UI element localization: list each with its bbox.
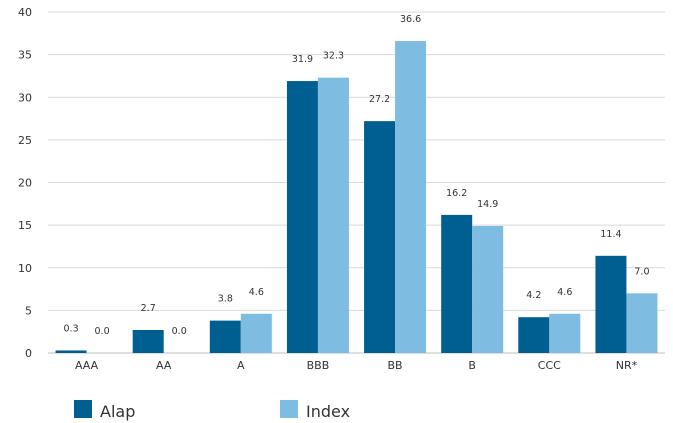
x-tick-label: AA (156, 359, 172, 372)
x-tick-label: B (468, 359, 476, 372)
data-label: 11.4 (600, 229, 621, 240)
data-label: 14.9 (477, 199, 498, 210)
data-label: 31.9 (292, 54, 313, 65)
y-tick-label: 25 (18, 134, 32, 147)
data-label: 16.2 (446, 188, 467, 199)
legend: Alap Index (74, 400, 350, 421)
y-tick-label: 10 (18, 262, 32, 275)
x-tick-label: BBB (307, 359, 330, 372)
data-label: 27.2 (369, 94, 390, 105)
bar-index-a (240, 313, 272, 353)
x-tick-label: AAA (75, 359, 99, 372)
y-tick-label: 40 (18, 6, 32, 19)
x-tick-label: CCC (538, 359, 561, 372)
data-label: 4.6 (557, 287, 572, 298)
x-tick-label: BB (388, 359, 403, 372)
bars (55, 40, 658, 354)
bar-alap-ccc (518, 317, 550, 353)
y-tick-label: 0 (25, 347, 32, 360)
y-tick-label: 5 (25, 304, 32, 317)
y-tick-label: 15 (18, 219, 32, 232)
gridlines (48, 11, 665, 354)
data-label: 4.2 (526, 290, 541, 301)
bar-index-ccc (549, 313, 581, 353)
bar-alap-bbb (286, 81, 318, 354)
data-label: 7.0 (634, 266, 649, 277)
bar-alap-b (441, 214, 473, 353)
bar-alap-nr (595, 255, 627, 353)
data-label: 36.6 (400, 14, 421, 25)
data-label: 0.3 (64, 323, 79, 334)
x-tick-label: A (237, 359, 245, 372)
data-label: 0.0 (95, 326, 110, 337)
legend-swatch-alap (74, 400, 92, 418)
x-tick-label: NR* (616, 359, 638, 372)
data-label: 4.6 (249, 287, 264, 298)
bar-index-bb (395, 40, 427, 354)
data-label: 32.3 (323, 51, 344, 62)
legend-label-alap: Alap (100, 402, 135, 421)
data-label: 0.0 (172, 326, 187, 337)
bar-alap-a (209, 320, 241, 353)
bar-alap-bb (364, 121, 396, 354)
data-label: 2.7 (141, 303, 156, 314)
bar-index-bbb (317, 77, 349, 353)
legend-label-index: Index (306, 402, 350, 421)
bar-alap-aaa (55, 350, 87, 353)
bar-index-nr (626, 293, 658, 353)
y-tick-label: 35 (18, 49, 32, 62)
x-axis: AAA AA A BBB BB B CCC NR* (75, 359, 638, 372)
data-label: 3.8 (218, 294, 233, 305)
bar-alap-aa (132, 329, 164, 353)
y-tick-label: 20 (18, 177, 32, 190)
bar-index-b (472, 225, 504, 353)
data-labels: 0.3 2.7 3.8 31.9 27.2 16.2 4.2 11.4 0.0 0.0 4.6 32.… (64, 14, 650, 337)
y-tick-label: 30 (18, 91, 32, 104)
legend-swatch-index (280, 400, 298, 418)
y-axis: 0 5 10 15 20 25 30 35 40 (18, 6, 32, 360)
